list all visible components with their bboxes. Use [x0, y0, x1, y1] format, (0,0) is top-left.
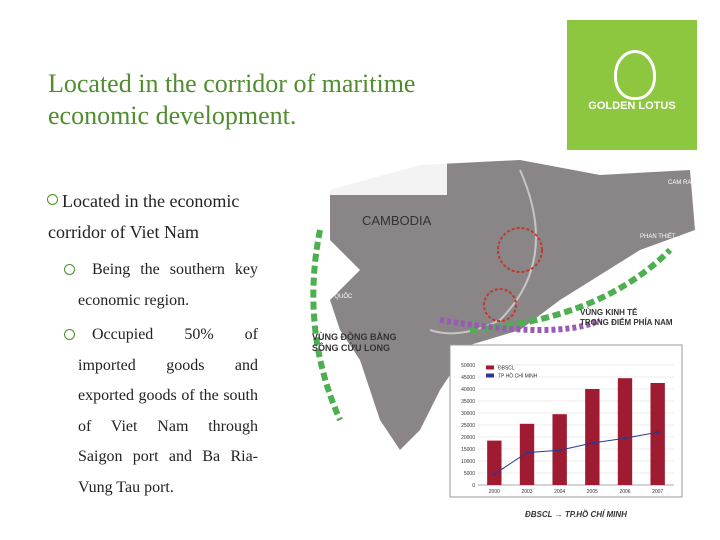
y-tick-label: 0: [472, 483, 475, 489]
region-label: VÙNG KINH TẾ: [580, 307, 638, 317]
bar: [617, 378, 633, 485]
y-tick-label: 20000: [461, 435, 475, 441]
bullet: Located in the economic corridor of Viet…: [48, 191, 240, 242]
map-label: PHÚ QUỐC: [320, 293, 353, 300]
map-label: CAMBODIA: [362, 213, 432, 228]
y-tick-label: 30000: [461, 411, 475, 417]
region-label: SÔNG CỬU LONG: [312, 342, 390, 353]
corridor: [469, 247, 673, 333]
x-tick-label: 2003: [521, 489, 532, 495]
map-legend: [312, 155, 447, 195]
y-tick-label: 25000: [461, 423, 475, 429]
y-tick-label: 35000: [461, 399, 475, 405]
legend-label: TP HỒ CHÍ MINH: [498, 373, 538, 380]
sub-bullet: Being the southern key economic region.: [78, 261, 258, 309]
route: [429, 169, 537, 335]
x-tick-label: 2007: [652, 489, 663, 495]
title: Located in the corridor of maritime econo…: [48, 68, 415, 132]
y-tick-label: 15000: [461, 447, 475, 453]
y-tick-label: 50000: [461, 363, 475, 369]
legend-swatch: [486, 365, 494, 370]
map-label: CAM RANH: [668, 180, 700, 186]
x-tick-label: 2004: [554, 489, 565, 495]
bar: [519, 423, 535, 485]
title-line: Located in the corridor of maritime: [48, 69, 416, 98]
logo: GOLDEN LOTUS: [567, 20, 697, 150]
line-point: [656, 430, 660, 434]
map-label: PHAN THIẾT: [640, 233, 676, 240]
y-tick-label: 45000: [461, 375, 475, 381]
y-tick-label: 10000: [461, 459, 475, 465]
line-point: [590, 441, 594, 445]
legend-label: ĐBSCL: [498, 366, 515, 372]
hub: [483, 288, 517, 322]
title-line: economic development.: [48, 101, 297, 130]
line-point: [492, 472, 496, 476]
logo-text: GOLDEN LOTUS: [588, 100, 676, 112]
region-label: TRỌNG ĐIỂM PHÍA NAM: [580, 318, 673, 327]
line-point: [623, 436, 627, 440]
legend-swatch: [486, 373, 494, 378]
bar: [487, 440, 502, 485]
region-label: VÙNG ĐỒNG BẰNG: [312, 331, 397, 342]
hub: [497, 227, 543, 273]
sub-bullet: Occupied 50% of imported goods and expor…: [78, 326, 258, 496]
x-tick-label: 2000: [489, 489, 500, 495]
line-point: [525, 451, 529, 455]
bar: [585, 389, 600, 485]
line-point: [558, 448, 562, 452]
x-tick-label: 2005: [587, 489, 598, 495]
x-tick-label: 2006: [619, 489, 630, 495]
y-tick-label: 5000: [464, 471, 475, 477]
map-label: ĐÀ LẠT: [585, 167, 606, 174]
corridor: [310, 229, 343, 422]
y-tick-label: 40000: [461, 387, 475, 393]
bar: [650, 383, 665, 485]
line: [494, 431, 658, 475]
chart-caption: ĐBSCL → TP.HỒ CHÍ MINH: [525, 509, 627, 519]
corridor: [439, 317, 602, 333]
